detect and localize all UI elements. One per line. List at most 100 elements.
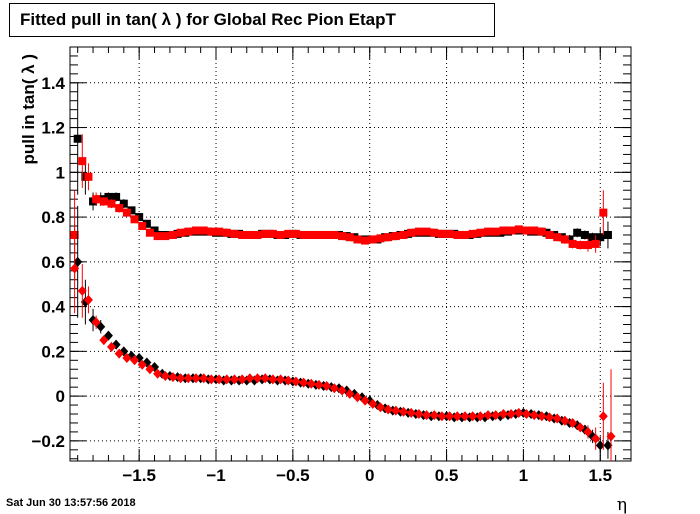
data-point-square [161,232,170,241]
x-tick-label: 0 [365,466,374,485]
data-point-square [104,192,113,201]
data-point-square [150,226,159,235]
data-point-square [568,239,577,248]
data-point-diamond [506,409,516,420]
data-point-square [499,226,508,235]
data-point-diamond [606,431,616,442]
data-point-diamond [345,388,355,399]
data-point-square [407,228,416,237]
data-point-square [361,236,370,245]
data-point-square [115,204,124,213]
data-point-square [199,226,208,235]
axis-ticks [70,47,631,461]
data-point-diamond [73,256,83,267]
timestamp: Sat Jun 30 13:57:56 2018 [6,497,136,509]
data-point-diamond [91,317,101,328]
y-tick-label: −0.2 [31,432,65,451]
data-point-diamond [429,410,439,421]
data-point-diamond [191,373,201,384]
data-point-square [176,228,185,237]
data-point-diamond [475,411,485,422]
y-tick-label: 0.6 [41,253,65,272]
data-point-square [145,228,154,237]
data-point-diamond [291,376,301,387]
data-point-diamond [360,395,370,406]
data-point-diamond [70,263,80,274]
data-point-square [99,197,108,206]
data-point-diamond [375,402,385,413]
data-point-square [445,229,454,238]
data-point-square [514,225,523,234]
grid-lines [70,47,631,461]
data-point-diamond [368,398,378,409]
x-tick-label: −1 [206,466,225,485]
data-point-diamond [253,373,263,384]
data-point-square [453,230,462,239]
data-point-square [127,206,136,215]
data-point-diamond [306,378,316,389]
data-point-diamond [337,385,347,396]
data-point-diamond [352,392,362,403]
data-point-diamond [114,348,124,359]
data-point-diamond [514,407,524,418]
data-point-diamond [445,411,455,422]
x-tick-label: 0.5 [435,466,459,485]
y-axis-label: pull in tan( λ ) [19,54,38,165]
data-point-diamond [437,411,447,422]
data-point-diamond [521,409,531,420]
data-point-square [207,227,216,236]
data-point-square [545,230,554,239]
data-point-diamond [322,381,332,392]
chart-title: Fitted pull in tan( λ ) for Global Rec P… [9,3,495,37]
data-point-square [399,230,408,239]
data-point-square [291,229,300,238]
y-tick-label: 0.8 [41,208,65,227]
data-point-diamond [406,407,416,418]
y-tick-label: 1.2 [41,119,65,138]
series-1 [70,134,608,280]
data-point-diamond [583,426,593,437]
data-point-square [142,219,151,228]
data-point-square [314,230,323,239]
data-point-diamond [77,285,87,296]
data-point-square [530,226,539,235]
data-point-square [92,195,101,204]
data-point-diamond [552,413,562,424]
data-point-square [268,229,277,238]
data-point-square [537,227,546,236]
data-point-square [338,232,347,241]
data-point-diamond [603,440,613,451]
data-point-diamond [260,373,270,384]
data-point-diamond [391,405,401,416]
data-point-diamond [383,404,393,415]
data-point-diamond [414,409,424,420]
data-point-diamond [83,294,93,305]
data-point-square [603,230,612,239]
data-point-square [73,134,82,143]
data-point-diamond [483,410,493,421]
data-point-diamond [276,374,286,385]
data-point-square [484,227,493,236]
data-point-square [368,235,377,244]
data-point-square [468,229,477,238]
data-point-square [122,208,131,217]
data-point-square [238,230,247,239]
data-point-square [230,229,239,238]
data-point-square [276,230,285,239]
data-point-square [414,227,423,236]
data-point-square [130,215,139,224]
y-tick-label: 1 [56,163,65,182]
data-point-square [322,230,331,239]
data-point-diamond [529,410,539,421]
data-point-diamond [595,440,605,451]
data-point-diamond [314,379,324,390]
series-0 [73,82,612,249]
data-point-diamond [122,353,132,364]
data-point-diamond [537,411,547,422]
data-point-square [307,230,316,239]
y-tick-label: 0.2 [41,342,65,361]
data-point-diamond [168,372,178,383]
data-point-square [588,233,597,242]
data-point-diamond [153,368,163,379]
data-point-square [576,241,585,250]
